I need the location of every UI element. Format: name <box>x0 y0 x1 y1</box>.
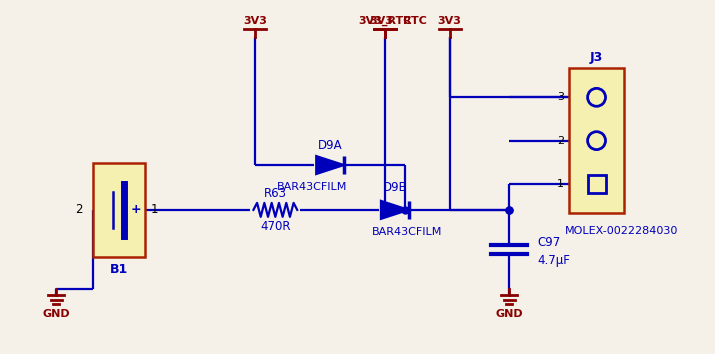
Text: 1: 1 <box>151 203 159 216</box>
Polygon shape <box>316 156 344 174</box>
Bar <box>93 162 145 257</box>
Text: D9A: D9A <box>317 139 342 152</box>
Bar <box>588 175 606 193</box>
Text: BAR43CFILM: BAR43CFILM <box>277 182 347 192</box>
Text: 3V3_RTC: 3V3_RTC <box>358 16 412 26</box>
Text: GND: GND <box>495 309 523 319</box>
Text: RTC: RTC <box>403 16 427 25</box>
Text: +: + <box>131 203 141 216</box>
Text: 1: 1 <box>557 179 563 189</box>
Text: 3V3: 3V3 <box>244 16 267 25</box>
Text: 470R: 470R <box>260 220 290 233</box>
Text: R63: R63 <box>264 187 287 200</box>
Text: MOLEX-0022284030: MOLEX-0022284030 <box>565 226 678 236</box>
Text: 3: 3 <box>557 92 563 102</box>
Text: GND: GND <box>42 309 70 319</box>
Polygon shape <box>381 201 409 219</box>
Text: 4.7μF: 4.7μF <box>537 254 570 267</box>
Text: J3: J3 <box>590 51 603 64</box>
Bar <box>569 68 624 213</box>
Text: 3V3: 3V3 <box>438 16 462 25</box>
Text: 2: 2 <box>75 203 83 216</box>
Text: BAR43CFILM: BAR43CFILM <box>372 227 442 237</box>
Text: 3V3: 3V3 <box>369 16 393 25</box>
Text: C97: C97 <box>537 236 561 249</box>
Circle shape <box>588 88 606 106</box>
Text: 2: 2 <box>557 136 563 145</box>
Circle shape <box>588 132 606 150</box>
Text: D9B: D9B <box>383 182 408 194</box>
Text: B1: B1 <box>110 263 128 276</box>
